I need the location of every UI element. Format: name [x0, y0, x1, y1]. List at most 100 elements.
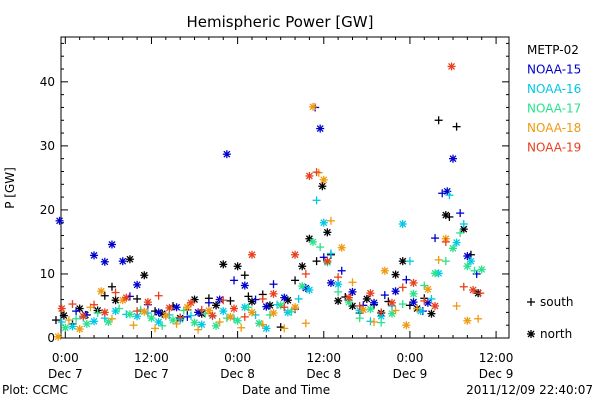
data-point-noaa-16: [197, 320, 206, 329]
legend: METP-02 NOAA-15 NOAA-16 NOAA-17 NOAA-18 NOAA-…: [527, 43, 581, 341]
data-point-noaa-18: [258, 320, 267, 329]
data-point-noaa-17: [212, 321, 221, 330]
data-point-metp-02: [434, 116, 443, 125]
data-point-noaa-18: [75, 325, 84, 334]
data-point-noaa-16: [405, 257, 414, 266]
data-point-noaa-16: [294, 294, 303, 303]
data-point-noaa-18: [215, 317, 224, 326]
x-tick-time: 0:00: [224, 351, 251, 365]
data-point-noaa-19: [420, 296, 429, 305]
data-point-noaa-19: [79, 312, 88, 321]
data-point-noaa-16: [57, 317, 66, 326]
legend-item-noaa-17: NOAA-17: [527, 102, 581, 116]
x-tick-date: Dec 7: [48, 367, 83, 381]
data-point-noaa-17: [93, 309, 102, 318]
data-point-metp-02: [140, 271, 149, 280]
data-point-noaa-15: [251, 295, 260, 304]
data-point-noaa-15: [107, 240, 116, 249]
data-point-noaa-17: [309, 237, 317, 246]
data-point-noaa-16: [262, 324, 271, 333]
data-point-noaa-15: [172, 303, 181, 312]
x-axis-label: Date and Time: [242, 383, 330, 397]
data-point-noaa-19: [57, 304, 66, 313]
data-point-noaa-18: [391, 306, 400, 315]
data-point-metp-02: [452, 122, 461, 131]
data-point-noaa-19: [247, 250, 256, 259]
data-point-noaa-17: [449, 244, 457, 253]
data-point-noaa-17: [125, 310, 134, 319]
legend-item-noaa-18: NOAA-18: [527, 121, 581, 135]
data-point-noaa-16: [459, 220, 468, 229]
data-point-noaa-19: [305, 171, 314, 180]
data-point-noaa-17: [298, 282, 307, 291]
data-point-noaa-17: [477, 265, 486, 274]
data-point-noaa-15: [319, 253, 328, 262]
data-point-noaa-16: [68, 322, 77, 331]
data-point-noaa-18: [423, 285, 432, 294]
data-point-metp-02: [427, 309, 436, 318]
data-point-noaa-16: [230, 314, 239, 323]
data-point-noaa-18: [309, 102, 317, 111]
data-point-noaa-18: [402, 321, 411, 330]
legend-marker-north: [527, 330, 535, 338]
data-point-noaa-17: [431, 269, 440, 278]
data-point-noaa-15: [409, 298, 418, 307]
data-point-metp-02: [391, 270, 400, 279]
x-tick-time: 12:00: [479, 351, 514, 365]
data-point-noaa-16: [90, 317, 99, 326]
data-point-noaa-16: [305, 285, 314, 294]
data-point-noaa-18: [370, 317, 379, 326]
data-point-noaa-19: [469, 285, 478, 294]
data-point-noaa-18: [301, 319, 310, 328]
data-point-noaa-16: [452, 238, 461, 247]
data-point-noaa-19: [219, 296, 228, 305]
data-point-noaa-17: [409, 289, 418, 298]
data-point-noaa-18: [247, 308, 256, 317]
data-point-noaa-17: [366, 305, 375, 314]
data-point-noaa-19: [301, 269, 310, 278]
data-point-noaa-15: [423, 298, 432, 307]
plot-credit: Plot: CCMC: [2, 383, 68, 397]
data-point-noaa-17: [441, 257, 450, 266]
data-point-metp-02: [111, 296, 120, 305]
data-point-noaa-15: [72, 307, 81, 316]
data-point-noaa-17: [387, 309, 396, 318]
y-tick-label: 30: [40, 139, 55, 153]
data-point-noaa-19: [186, 298, 195, 307]
data-point-noaa-19: [176, 313, 185, 322]
data-point-noaa-15: [326, 278, 335, 287]
data-point-noaa-19: [409, 278, 418, 287]
data-point-metp-02: [125, 255, 134, 264]
data-point-noaa-15: [90, 251, 99, 260]
data-point-noaa-15: [240, 281, 249, 290]
data-point-noaa-16: [427, 294, 436, 303]
data-point-metp-02: [334, 296, 343, 305]
data-point-noaa-19: [398, 283, 407, 292]
data-point-noaa-18: [280, 324, 289, 333]
data-point-metp-02: [107, 282, 116, 291]
data-point-noaa-19: [280, 303, 289, 312]
data-point-noaa-18: [269, 309, 278, 318]
data-point-noaa-16: [133, 312, 142, 321]
legend-item-noaa-16: NOAA-16: [527, 82, 581, 96]
data-point-noaa-17: [456, 228, 465, 237]
data-point-metp-02: [212, 301, 221, 310]
data-point-noaa-15: [449, 154, 457, 163]
x-tick-date: Dec 8: [306, 367, 341, 381]
data-point-noaa-19: [323, 257, 332, 266]
data-point-noaa-17: [276, 301, 285, 310]
data-point-noaa-19: [312, 168, 321, 177]
data-point-noaa-19: [165, 303, 174, 312]
data-point-noaa-15: [391, 287, 400, 296]
data-point-noaa-18: [434, 255, 443, 264]
legend-item-noaa-15: NOAA-15: [527, 63, 581, 77]
data-point-noaa-15: [118, 257, 127, 266]
x-tick-date: Dec 7: [134, 367, 169, 381]
data-point-noaa-19: [100, 308, 109, 317]
data-point-metp-02: [233, 262, 242, 271]
data-point-noaa-15: [456, 209, 465, 218]
data-point-noaa-19: [476, 289, 485, 298]
data-point-noaa-18: [107, 314, 116, 323]
data-point-noaa-19: [258, 294, 267, 303]
